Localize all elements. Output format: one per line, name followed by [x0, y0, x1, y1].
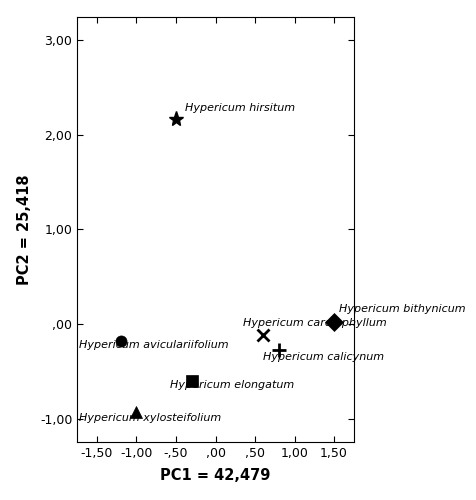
Y-axis label: PC2 = 25,418: PC2 = 25,418 — [17, 174, 31, 284]
Text: Hypericum xylosteifolium: Hypericum xylosteifolium — [79, 413, 220, 423]
Text: Hypericum elongatum: Hypericum elongatum — [169, 380, 293, 390]
Text: Hypericum hirsitum: Hypericum hirsitum — [185, 103, 295, 113]
Text: Hypericum aviculariifolium: Hypericum aviculariifolium — [79, 340, 228, 350]
X-axis label: PC1 = 42,479: PC1 = 42,479 — [160, 468, 270, 483]
Text: Hypericum calicynum: Hypericum calicynum — [262, 352, 383, 362]
Text: Hypericum cardiophyllum: Hypericum cardiophyllum — [243, 318, 386, 328]
Text: Hypericum bithynicum: Hypericum bithynicum — [338, 304, 465, 314]
